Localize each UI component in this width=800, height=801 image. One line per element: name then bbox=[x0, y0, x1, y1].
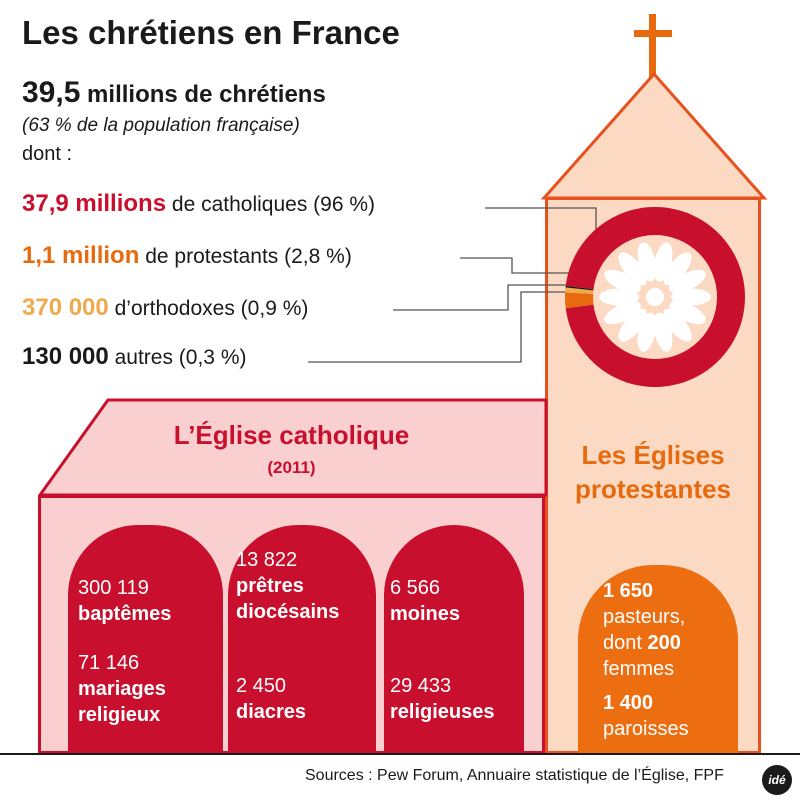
stat-value: 1,1 million bbox=[22, 242, 140, 269]
deacons-stat: 2 450 diacres bbox=[236, 673, 306, 725]
pastors-count: 1 650 bbox=[603, 580, 654, 602]
page-title: Les chrétiens en France bbox=[22, 14, 400, 51]
protestant-title-line-2: protestantes bbox=[574, 474, 732, 504]
total-value: 39,5 bbox=[22, 76, 81, 109]
priests-label-2: diocésains bbox=[236, 601, 340, 623]
tombstone-clergy bbox=[228, 525, 376, 754]
baptisms-stat: 300 119 baptêmes bbox=[78, 575, 171, 627]
baptisms-count: 300 119 bbox=[78, 577, 149, 599]
total-label: millions de chrétiens bbox=[80, 81, 326, 108]
stat-catholic: 37,9 millions de catholiques (96 %) bbox=[22, 190, 375, 218]
baptisms-label: baptêmes bbox=[78, 603, 172, 625]
population-note: (63 % de la population française) bbox=[22, 115, 300, 136]
women-label: femmes bbox=[603, 658, 675, 680]
marriages-label-2: religieux bbox=[78, 704, 161, 726]
ground-line bbox=[0, 753, 800, 755]
stat-label: de catholiques (96 %) bbox=[166, 193, 376, 216]
deacons-count: 2 450 bbox=[236, 675, 287, 697]
publisher-logo: idé bbox=[762, 765, 792, 795]
protestant-title-line-1: Les Églises bbox=[581, 440, 725, 470]
marriages-label-1: mariages bbox=[78, 678, 166, 700]
catholic-year: (2011) bbox=[267, 458, 316, 477]
total-christians: 39,5 millions de chrétiens bbox=[22, 76, 326, 110]
stat-value: 130 000 bbox=[22, 343, 109, 370]
tombstone-sacraments bbox=[68, 525, 223, 754]
priests-stat: 13 822 prêtres diocésains bbox=[236, 547, 339, 625]
parishes-label: paroisses bbox=[603, 718, 689, 740]
stat-label: autres (0,3 %) bbox=[108, 346, 247, 369]
leader-line-orthodox bbox=[393, 284, 570, 311]
monks-label: moines bbox=[390, 603, 461, 625]
pastors-label: pasteurs, bbox=[603, 606, 686, 628]
marriages-stat: 71 146 mariages religieux bbox=[78, 650, 166, 728]
tombstone-religious bbox=[384, 525, 524, 754]
tower-roof bbox=[540, 71, 768, 200]
stat-value: 37,9 millions bbox=[22, 190, 167, 217]
cross-icon bbox=[634, 14, 672, 78]
priests-label-1: prêtres bbox=[236, 575, 304, 597]
dont-word: dont bbox=[603, 632, 648, 654]
dont-label: dont : bbox=[22, 143, 73, 165]
leader-line-other bbox=[308, 291, 568, 363]
priests-count: 13 822 bbox=[236, 549, 298, 571]
tombstone-protestant bbox=[578, 565, 738, 754]
stat-other: 130 000 autres (0,3 %) bbox=[22, 343, 247, 371]
nuns-count: 29 433 bbox=[390, 675, 452, 697]
parishes-stat: 1 400 paroisses bbox=[603, 690, 689, 742]
catholic-title: L’Église catholique bbox=[173, 420, 410, 450]
stat-label: d’orthodoxes (0,9 %) bbox=[108, 297, 309, 320]
monks-stat: 6 566 moines bbox=[390, 575, 460, 627]
deacons-label: diacres bbox=[236, 701, 307, 723]
stat-orthodox: 370 000 d’orthodoxes (0,9 %) bbox=[22, 294, 308, 322]
stat-value: 370 000 bbox=[22, 294, 109, 321]
protestant-title: Les Églises protestantes bbox=[545, 438, 761, 506]
women-count: 200 bbox=[647, 632, 681, 654]
stat-label: de protestants (2,8 %) bbox=[139, 245, 352, 268]
parishes-count: 1 400 bbox=[603, 692, 654, 714]
sources-note: Sources : Pew Forum, Annuaire statistiqu… bbox=[305, 767, 724, 784]
women-pastors: dont 200 bbox=[603, 630, 685, 656]
stat-protestant: 1,1 million de protestants (2,8 %) bbox=[22, 242, 352, 270]
monks-count: 6 566 bbox=[390, 577, 441, 599]
nuns-stat: 29 433 religieuses bbox=[390, 673, 495, 725]
pastors-stat: 1 650 pasteurs, dont 200 femmes bbox=[603, 578, 685, 682]
marriages-count: 71 146 bbox=[78, 652, 140, 674]
nuns-label: religieuses bbox=[390, 701, 495, 723]
